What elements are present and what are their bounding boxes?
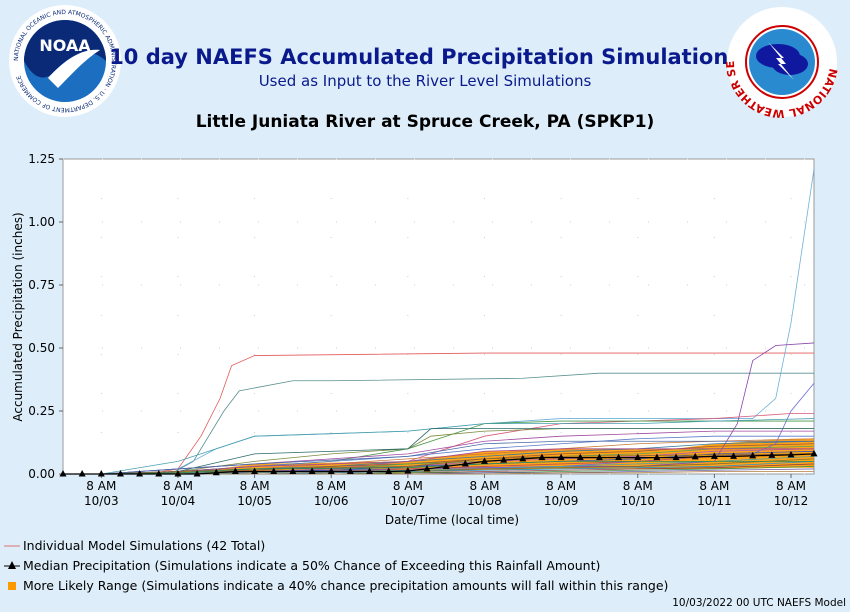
x-tick-date: 10/12 [774, 494, 809, 508]
median-marker [289, 467, 297, 474]
legend-individual: Individual Model Simulations (42 Total) [4, 538, 265, 553]
legend-median-label: Median Precipitation (Simulations indica… [23, 558, 601, 573]
median-marker [480, 457, 488, 464]
legend-range: More Likely Range (Simulations indicate … [4, 578, 668, 593]
median-marker [59, 470, 67, 477]
median-marker [423, 464, 431, 472]
nws-logo: NATIONAL WEATHER SERVICE [724, 6, 840, 118]
legend-median: Median Precipitation (Simulations indica… [4, 558, 600, 573]
median-marker [346, 467, 354, 474]
x-tick-time: 8 AM [776, 479, 806, 493]
median-line [59, 449, 818, 477]
median-marker [730, 452, 738, 459]
legend-range-label: More Likely Range (Simulations indicate … [23, 578, 669, 593]
x-axis-label: Date/Time (local time) [385, 513, 519, 527]
chart-subtitle: Used as Input to the River Level Simulat… [258, 72, 592, 90]
x-tick-time: 8 AM [393, 479, 423, 493]
simulation-line-2 [101, 372, 814, 475]
median-marker [366, 467, 374, 474]
median-marker [270, 467, 278, 474]
median-marker [653, 453, 661, 461]
y-tick-label: 1.00 [28, 215, 55, 229]
y-tick-label: 0.50 [28, 341, 55, 355]
median-marker [461, 459, 469, 467]
simulation-line-8 [101, 418, 815, 475]
noaa-logo-text: NOAA [39, 36, 91, 55]
median-marker [174, 470, 182, 477]
legend-individual-swatch [4, 540, 20, 552]
median-marker [710, 452, 718, 459]
median-marker [634, 453, 642, 461]
simulation-line-28 [101, 440, 814, 475]
x-tick-date: 10/09 [544, 494, 579, 508]
median-marker [212, 468, 220, 476]
x-tick-date: 10/06 [314, 494, 349, 508]
plot-area [62, 158, 815, 475]
x-tick-date: 10/05 [237, 494, 272, 508]
median-marker [519, 454, 527, 462]
y-tick-label: 1.25 [28, 152, 55, 166]
median-marker [557, 453, 565, 461]
median-marker [810, 449, 818, 457]
model-run-footer: 10/03/2022 00 UTC NAEFS Model [672, 597, 846, 609]
x-tick-date: 10/04 [161, 494, 196, 508]
median-marker [231, 467, 239, 474]
x-tick-time: 8 AM [623, 479, 653, 493]
x-tick-date: 10/11 [697, 494, 732, 508]
y-tick-label: 0.75 [28, 278, 55, 292]
noaa-logo: NOAA NATIONAL OCEANIC AND ATMOSPHERIC AD… [9, 5, 121, 117]
median-marker [442, 462, 450, 469]
x-tick-date: 10/03 [84, 494, 119, 508]
median-marker [538, 453, 546, 461]
location-title: Little Juniata River at Spruce Creek, PA… [195, 112, 655, 132]
y-axis-label: Accumulated Precipitation (inches) [11, 212, 25, 421]
median-marker [97, 470, 105, 477]
x-tick-date: 10/08 [467, 494, 502, 508]
median-marker [500, 456, 508, 463]
x-tick-time: 8 AM [469, 479, 499, 493]
median-marker [308, 467, 316, 474]
median-marker [327, 467, 335, 474]
median-marker [595, 453, 603, 461]
x-tick-time: 8 AM [240, 479, 270, 493]
x-tick-time: 8 AM [699, 479, 729, 493]
x-tick-time: 8 AM [163, 479, 193, 493]
chart-title: 10 day NAEFS Accumulated Precipitation S… [109, 45, 741, 69]
median-marker [251, 467, 259, 474]
median-marker [787, 450, 795, 458]
median-marker [749, 451, 757, 459]
median-marker [691, 452, 699, 460]
median-marker [768, 451, 776, 458]
legend-individual-label: Individual Model Simulations (42 Total) [23, 538, 266, 553]
median-marker [672, 453, 680, 461]
median-marker [615, 453, 623, 461]
y-tick-label: 0.25 [28, 404, 55, 418]
x-tick-date: 10/07 [391, 494, 426, 508]
legend-median-swatch [4, 560, 20, 572]
y-tick-label: 0.00 [28, 467, 55, 481]
median-marker [136, 470, 144, 477]
legend-range-swatch [4, 580, 20, 592]
x-tick-time: 8 AM [316, 479, 346, 493]
median-marker [193, 470, 201, 477]
y-axis: 0.00 0.25 0.50 0.75 1.00 1.25 [28, 152, 63, 481]
median-marker [576, 453, 584, 461]
x-tick-time: 8 AM [546, 479, 576, 493]
median-marker [116, 470, 124, 477]
median-marker [404, 466, 412, 474]
median-marker [155, 470, 163, 477]
x-tick-date: 10/10 [620, 494, 655, 508]
x-tick-time: 8 AM [86, 479, 116, 493]
median-marker [78, 470, 86, 477]
median-marker [385, 467, 393, 474]
median-polyline [63, 453, 815, 475]
